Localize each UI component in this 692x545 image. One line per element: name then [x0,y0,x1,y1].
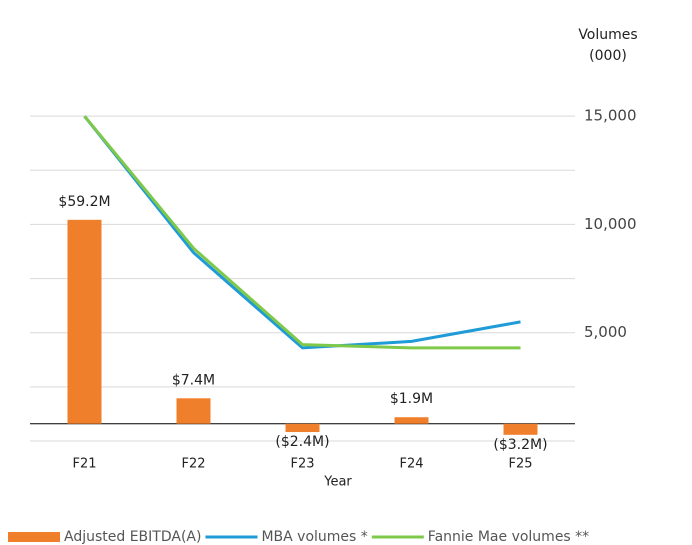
x-axis-label: Year [323,475,352,490]
data-label: $1.9M [390,391,433,407]
legend-label: Fannie Mae volumes ** [428,529,589,545]
bar [176,398,211,424]
legend-label: MBA volumes * [261,529,367,545]
data-label: ($3.2M) [493,437,547,453]
line [83,115,521,350]
y2-tick-label: 15,000 [584,107,637,125]
y2-axis-label: Volumes [578,27,637,43]
x-tick-label: F25 [508,457,532,472]
x-tick-label: F24 [399,457,423,472]
y2-tick-label: 5,000 [584,323,627,341]
bar [503,423,538,435]
y2-tick-label: 10,000 [584,215,637,233]
bar [285,423,320,433]
data-label: $7.4M [172,372,215,388]
x-tick-label: F22 [181,457,205,472]
x-tick-label: F21 [72,457,96,472]
legend-label: Adjusted EBITDA(A) [64,529,201,545]
data-label: $59.2M [58,194,110,210]
y2-axis-label: (000) [589,48,627,64]
bar [394,417,429,424]
bar [67,219,102,424]
x-tick-label: F23 [290,457,314,472]
legend-swatch [8,532,60,542]
line [83,115,521,350]
data-label: ($2.4M) [275,434,329,450]
